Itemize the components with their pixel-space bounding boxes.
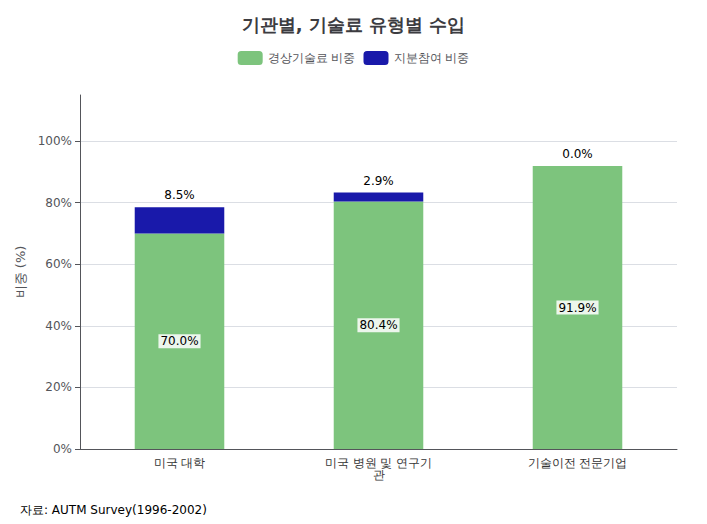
svg-text:2.9%: 2.9% xyxy=(363,174,394,188)
svg-text:지분참여 비중: 지분참여 비중 xyxy=(394,51,470,65)
svg-text:60%: 60% xyxy=(45,257,72,271)
svg-text:8.5%: 8.5% xyxy=(164,188,195,202)
svg-text:경상기술료 비중: 경상기술료 비중 xyxy=(268,51,356,65)
svg-text:비중 (%): 비중 (%) xyxy=(13,246,28,299)
svg-text:91.9%: 91.9% xyxy=(558,301,596,315)
svg-text:기관별, 기술료 유형별 수입: 기관별, 기술료 유형별 수입 xyxy=(242,14,466,35)
svg-text:미국 병원 및 연구기: 미국 병원 및 연구기 xyxy=(324,456,433,470)
svg-text:0%: 0% xyxy=(53,442,72,456)
svg-text:자료: AUTM Survey(1996-2002): 자료: AUTM Survey(1996-2002) xyxy=(20,503,207,517)
svg-text:40%: 40% xyxy=(45,319,72,333)
svg-text:100%: 100% xyxy=(38,134,72,148)
svg-text:80.4%: 80.4% xyxy=(359,318,397,332)
svg-text:관: 관 xyxy=(373,468,385,482)
svg-text:70.0%: 70.0% xyxy=(160,334,198,348)
svg-text:기술이전 전문기업: 기술이전 전문기업 xyxy=(528,456,628,470)
svg-text:80%: 80% xyxy=(45,196,72,210)
svg-text:0.0%: 0.0% xyxy=(562,147,593,161)
svg-text:미국 대학: 미국 대학 xyxy=(154,456,206,470)
svg-text:20%: 20% xyxy=(45,380,72,394)
